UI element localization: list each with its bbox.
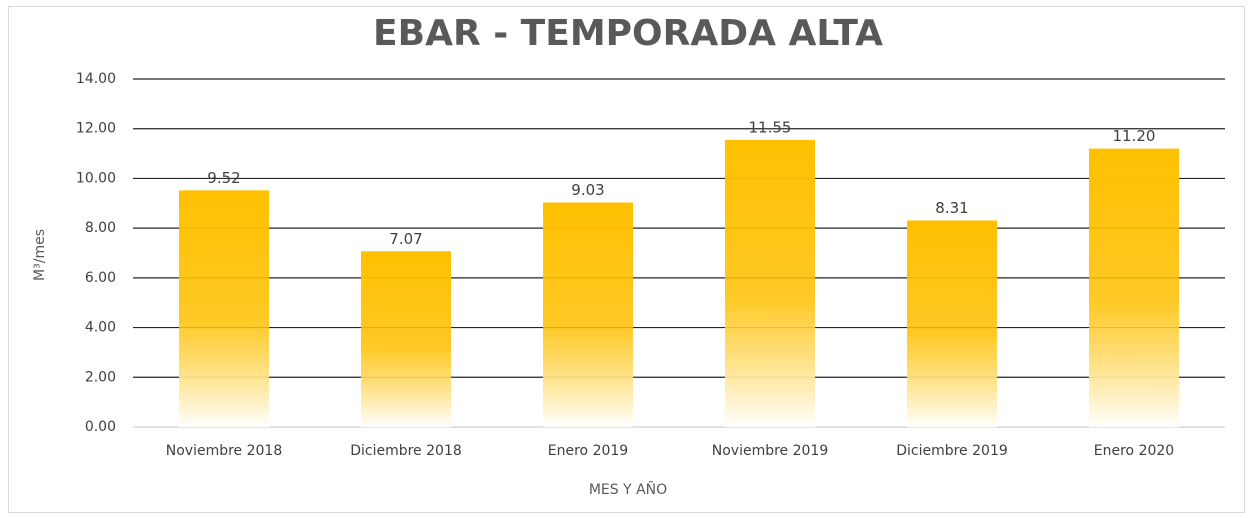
x-tick-label: Enero 2019: [548, 443, 628, 459]
x-tick-label: Noviembre 2019: [712, 443, 829, 459]
data-label: 9.03: [571, 181, 604, 199]
y-tick-label: 6.00: [85, 270, 116, 286]
bar: [1089, 148, 1179, 427]
data-label: 11.55: [749, 118, 792, 136]
y-tick-label: 14.00: [76, 71, 116, 87]
y-axis-title: M³/mes: [32, 229, 48, 281]
data-label: 8.31: [935, 199, 968, 217]
x-tick-label: Diciembre 2018: [350, 443, 462, 459]
bar: [361, 251, 451, 427]
y-tick-label: 10.00: [76, 170, 116, 186]
data-label: 9.52: [207, 169, 240, 187]
bar: [907, 220, 997, 427]
x-tick-label: Enero 2020: [1094, 443, 1174, 459]
chart-title: EBAR - TEMPORADA ALTA: [373, 13, 883, 54]
x-axis-title: MES Y AÑO: [589, 481, 667, 498]
y-tick-label: 8.00: [85, 220, 116, 236]
bar: [725, 139, 815, 427]
bar: [179, 190, 269, 427]
x-tick-label: Diciembre 2019: [896, 443, 1008, 459]
x-tick-label: Noviembre 2018: [166, 443, 283, 459]
data-label: 11.20: [1113, 127, 1156, 145]
y-tick-label: 0.00: [85, 419, 116, 435]
data-label: 7.07: [389, 230, 422, 248]
y-tick-label: 12.00: [76, 121, 116, 137]
bar: [543, 202, 633, 427]
y-tick-label: 2.00: [85, 369, 116, 385]
y-tick-label: 4.00: [85, 320, 116, 336]
